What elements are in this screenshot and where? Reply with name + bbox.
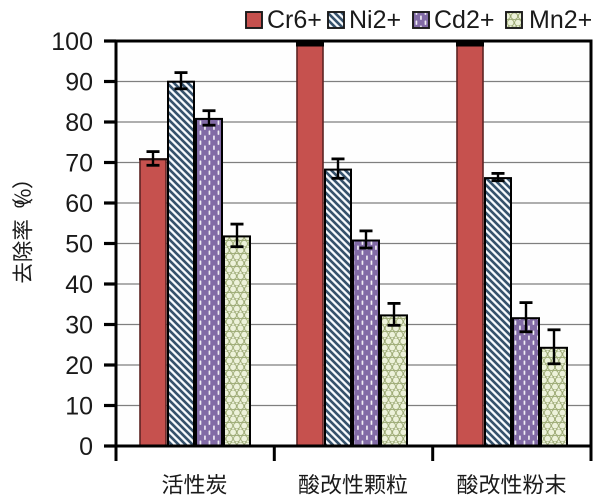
svg-text:60: 60 <box>65 190 93 218</box>
svg-text:50: 50 <box>65 230 93 258</box>
svg-text:80: 80 <box>65 109 93 137</box>
svg-text:0: 0 <box>79 433 93 461</box>
svg-text:Cr6+: Cr6+ <box>267 6 322 34</box>
svg-text:40: 40 <box>65 271 93 299</box>
svg-text:Ni2+: Ni2+ <box>349 6 401 34</box>
svg-text:100: 100 <box>51 28 93 56</box>
svg-text:30: 30 <box>65 311 93 339</box>
svg-text:70: 70 <box>65 149 93 177</box>
svg-text:20: 20 <box>65 352 93 380</box>
svg-text:Mn2+: Mn2+ <box>529 6 592 34</box>
svg-text:90: 90 <box>65 68 93 96</box>
svg-text:10: 10 <box>65 392 93 420</box>
svg-text:Cd2+: Cd2+ <box>434 6 494 34</box>
